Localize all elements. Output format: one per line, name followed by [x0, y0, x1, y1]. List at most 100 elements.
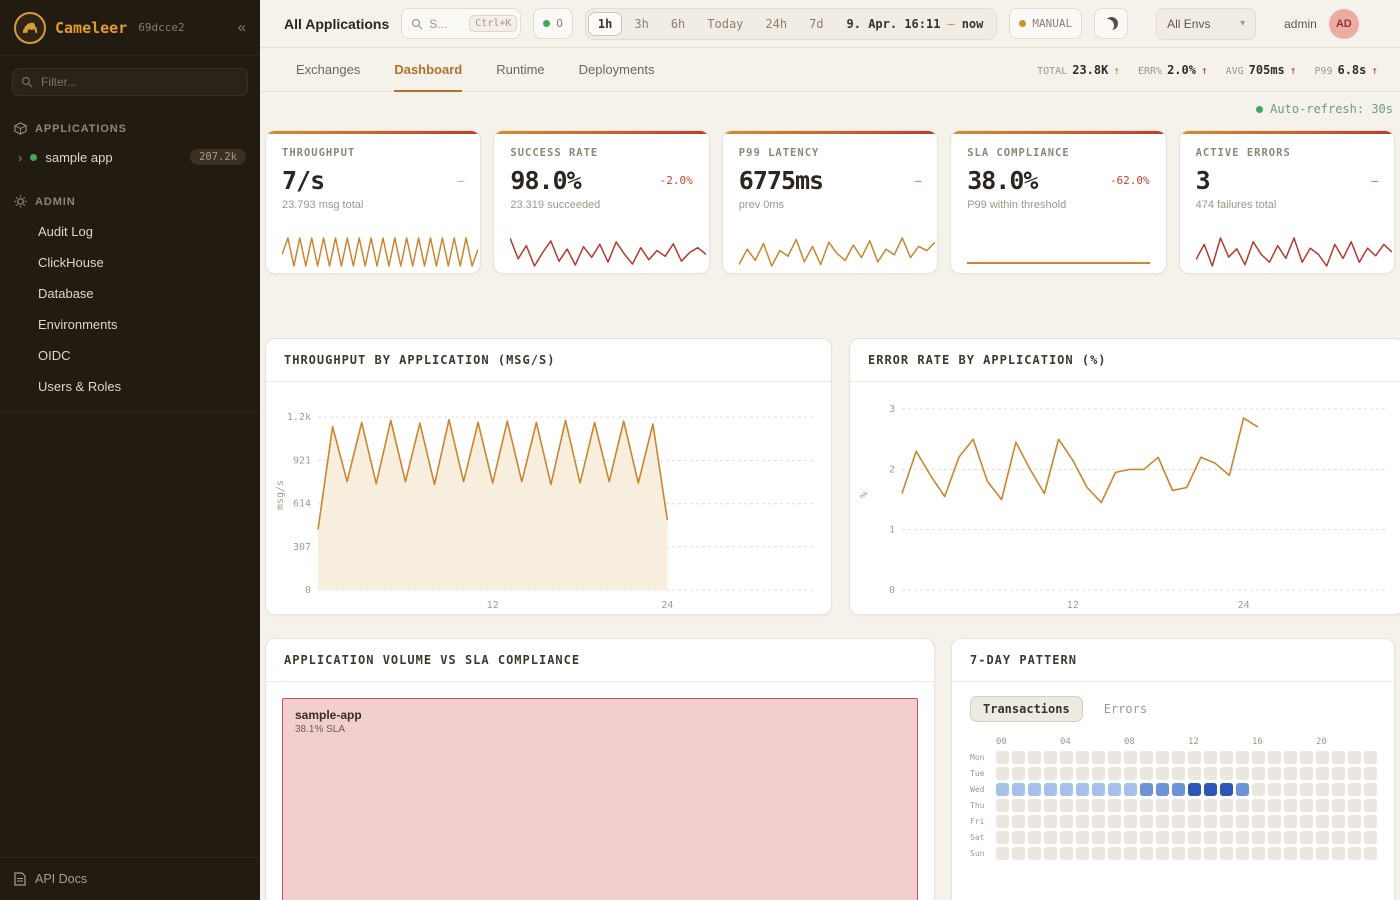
- tab-items: Exchanges Dashboard Runtime Deployments: [296, 48, 689, 92]
- tab-exchanges[interactable]: Exchanges: [296, 62, 361, 77]
- sidebar-filter: [12, 68, 248, 96]
- heatmap-cell: [1300, 831, 1313, 844]
- time-range-1h[interactable]: 1h: [587, 11, 623, 36]
- pattern-toggle: Transactions Errors: [970, 696, 1376, 722]
- error-rate-chart: 0 1 2 3 12 24%: [850, 382, 1400, 614]
- heatmap-cell: [1092, 831, 1105, 844]
- heatmap-row-label: Mon: [970, 753, 985, 762]
- heatmap-cell: [1220, 783, 1233, 796]
- section-applications-label: APPLICATIONS: [35, 122, 127, 135]
- time-range-7d[interactable]: 7d: [799, 12, 833, 36]
- heatmap-cell: [1044, 767, 1057, 780]
- stat-value: 2.0%: [1167, 62, 1196, 77]
- sidebar-item-audit-log[interactable]: Audit Log: [38, 224, 93, 239]
- refresh-mode-button[interactable]: MANUAL: [1009, 8, 1083, 39]
- env-select[interactable]: All Envs ▾: [1156, 7, 1257, 40]
- heatmap-row-label: Sun: [970, 849, 985, 858]
- tab-deployments[interactable]: Deployments: [578, 62, 655, 77]
- heatmap-cell: [1252, 767, 1265, 780]
- kpi-value-row: 6775ms –: [739, 166, 921, 195]
- heatmap-cell: [1316, 783, 1329, 796]
- charts-row: THROUGHPUT BY APPLICATION (MSG/S) 0 307 61…: [265, 338, 1400, 615]
- heatmap-cell: [1332, 847, 1345, 860]
- kpi-title: SUCCESS RATE: [510, 147, 599, 159]
- tab-dashboard[interactable]: Dashboard: [394, 48, 462, 92]
- heatmap-cell: [1220, 767, 1233, 780]
- svg-text:24: 24: [661, 600, 673, 611]
- sidebar-item-users-roles[interactable]: Users & Roles: [38, 379, 122, 394]
- sidebar-item-clickhouse[interactable]: ClickHouse: [38, 255, 104, 270]
- online-status-pill[interactable]: O: [533, 8, 573, 39]
- section-admin: ADMIN: [0, 185, 260, 216]
- heatmap-cell: [1156, 767, 1169, 780]
- pattern-tab-transactions[interactable]: Transactions: [970, 696, 1083, 722]
- sidebar-item-api-docs[interactable]: API Docs: [0, 857, 260, 900]
- sparkline-svg: [1195, 237, 1392, 267]
- sidebar-collapse-icon[interactable]: «: [237, 19, 246, 36]
- heatmap-cell: [996, 767, 1009, 780]
- time-range-24h[interactable]: 24h: [755, 12, 797, 36]
- kpi-value-row: 3–: [1196, 166, 1378, 195]
- heatmap-cell: [1076, 831, 1089, 844]
- avatar[interactable]: AD: [1328, 8, 1359, 39]
- kpi-delta: –: [457, 174, 465, 187]
- pattern-tab-errors[interactable]: Errors: [1091, 696, 1160, 722]
- heatmap-cell: [1252, 847, 1265, 860]
- document-icon: [14, 872, 26, 886]
- sidebar-item-oidc[interactable]: OIDC: [38, 348, 71, 363]
- kpi-value: 38.0%: [967, 166, 1038, 195]
- kpi-body: THROUGHPUT 7/s – 23.793 msg total: [266, 134, 480, 211]
- time-range-3h[interactable]: 3h: [624, 12, 658, 36]
- tab-runtime[interactable]: Runtime: [496, 62, 545, 77]
- kpi-row: THROUGHPUT 7/s – 23.793 msg total SUCCESS RA…: [265, 130, 1395, 274]
- heatmap-cell: [1044, 751, 1057, 764]
- search-input[interactable]: [429, 16, 464, 31]
- heatmap-cell: [1156, 831, 1169, 844]
- date-range-display[interactable]: 9. Apr. 16:11 – now: [836, 17, 995, 31]
- heatmap-cell: [1044, 831, 1057, 844]
- sidebar-filter-input[interactable]: [12, 68, 248, 96]
- sidebar-item-sample-app[interactable]: › sample app 207.2k: [0, 143, 260, 171]
- heatmap-cell: [1172, 799, 1185, 812]
- topbar: All Applications Ctrl+K O 1h3h6hToday24h…: [260, 0, 1400, 48]
- heatmap-cell: [1348, 847, 1361, 860]
- heatmap-cell: [1188, 751, 1201, 764]
- online-dot-icon: [543, 20, 551, 27]
- global-search[interactable]: Ctrl+K: [401, 8, 522, 39]
- heatmap-cell: [1108, 751, 1121, 764]
- kpi-sparkline: [282, 233, 478, 269]
- kpi-card-sla-compliance: SLA COMPLIANCE 38.0% -62.0% P99 within thre…: [950, 130, 1167, 274]
- chevron-right-icon[interactable]: ›: [18, 149, 23, 165]
- kpi-accent-bar: [494, 131, 709, 134]
- heatmap-cell: [1284, 767, 1297, 780]
- app-logo: [14, 11, 46, 44]
- heatmap-cell: [1204, 783, 1217, 796]
- heatmap-cell: [1172, 767, 1185, 780]
- throughput-chart-title: THROUGHPUT BY APPLICATION (MSG/S): [266, 339, 831, 382]
- heatmap-cell: [1204, 847, 1217, 860]
- kpi-accent-bar: [1179, 131, 1394, 134]
- heatmap-cell: [1316, 799, 1329, 812]
- treemap-item-sla: 38.1% SLA: [295, 724, 346, 735]
- heatmap-cell: [1028, 767, 1041, 780]
- heatmap-cell: [1156, 815, 1169, 828]
- stat-value: 6.8s: [1337, 62, 1367, 77]
- time-range-today[interactable]: Today: [697, 12, 753, 36]
- heatmap-cell: [1044, 799, 1057, 812]
- heatmap-cell: [1172, 831, 1185, 844]
- time-range-6h[interactable]: 6h: [661, 12, 695, 36]
- dark-mode-toggle[interactable]: [1094, 8, 1129, 39]
- sidebar-item-database[interactable]: Database: [38, 286, 94, 301]
- heatmap-cell: [1204, 767, 1217, 780]
- heatmap-cell: [1188, 847, 1201, 860]
- heatmap-row-mon: Mon: [970, 751, 1377, 764]
- kpi-card-active-errors: ACTIVE ERRORS 3–474 failures total: [1178, 130, 1395, 274]
- treemap-item-sample-app[interactable]: sample-app 38.1% SLA: [282, 698, 918, 900]
- moon-icon: [1105, 17, 1118, 30]
- heatmap-cell: [1076, 751, 1089, 764]
- sidebar-item-environments[interactable]: Environments: [38, 317, 118, 332]
- header-stat-total: TOTAL 23.8K ↑: [1037, 63, 1120, 77]
- kpi-value-row: 38.0% -62.0%: [967, 166, 1149, 195]
- heatmap-cell: [1252, 815, 1265, 828]
- kpi-card-success-rate: SUCCESS RATE 98.0% -2.0% 23.319 succeeded: [493, 130, 710, 274]
